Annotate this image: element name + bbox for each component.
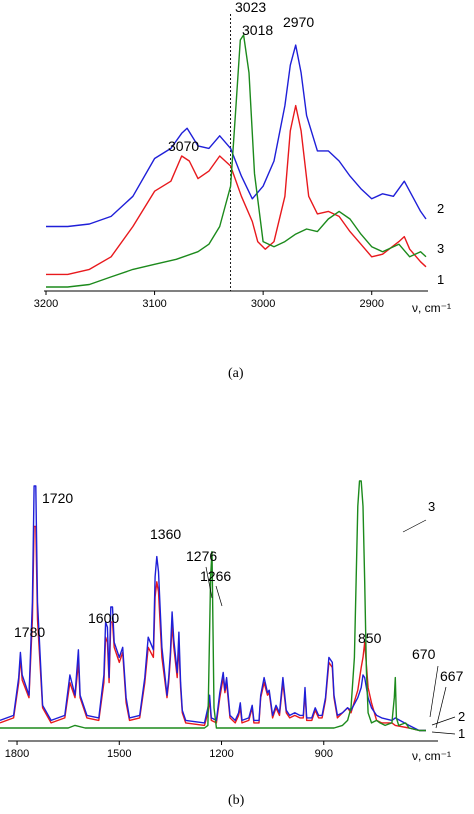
chart-panel-a: 3200 3100 3000 2900 3023 3070 3018 2970 2 3…: [34, 0, 451, 381]
panel-b-peak-label-1780: 1780: [14, 624, 45, 640]
panel-a-ref-label: 3023: [235, 0, 266, 15]
panel-a-ticks: 3200 3100 3000 2900: [34, 291, 384, 310]
panel-b-ticks: 1800 1500 1200 900: [5, 741, 333, 760]
panel-b-peak-label-1276: 1276: [186, 548, 217, 564]
panel-a-series: [46, 34, 427, 288]
panel-b-leader-670: [429, 665, 439, 718]
panel-a-peak-label-2970: 2970: [283, 14, 314, 30]
panel-b-peak-label-1360: 1360: [150, 526, 181, 542]
chart-panel-b: 1800 1500 1200 900 1780 1720 1600 1360 1276…: [0, 480, 465, 808]
panel-b-peak-label-1266: 1266: [200, 568, 231, 584]
panel-a-peak-label-3070: 3070: [168, 138, 199, 154]
x-tick-label-3200: 3200: [34, 298, 58, 310]
panel-b-leader-3: [402, 519, 427, 533]
panel-b-peak-label-1600: 1600: [88, 610, 119, 626]
panel-a-curve-label-2: 2: [437, 201, 444, 216]
panel-a-curve-label-3: 3: [437, 241, 444, 256]
panel-b-curve-label-2: 2: [458, 709, 465, 724]
panel-b-peak-label-850: 850: [358, 630, 382, 646]
x-tick-label-900: 900: [315, 748, 333, 760]
panel-b-curve-label-1: 1: [458, 726, 465, 741]
panel-b-x-axis-label: ν, cm⁻¹: [412, 749, 451, 763]
x-tick-label-2900: 2900: [359, 298, 383, 310]
panel-b-peak-label-670: 670: [412, 646, 436, 662]
x-tick-label-1200: 1200: [209, 748, 233, 760]
series-line-2: [0, 485, 426, 732]
x-tick-label-1800: 1800: [5, 748, 29, 760]
panel-b-leader-1266: [215, 585, 223, 607]
panel-a-panel-label: (a): [228, 366, 244, 381]
panel-b-leader-667: [435, 686, 447, 729]
panel-b-leader-1: [431, 731, 456, 735]
x-tick-label-1500: 1500: [107, 748, 131, 760]
panel-b-peak-label-667: 667: [440, 668, 464, 684]
panel-a-curve-label-1: 1: [437, 272, 444, 287]
panel-b-leader-2: [431, 716, 456, 726]
series-line-3: [0, 480, 426, 732]
panel-a-peak-label-3018: 3018: [242, 22, 273, 38]
panel-b-leader-1276: [205, 566, 213, 599]
series-line-2: [46, 44, 427, 228]
panel-b-panel-label: (b): [228, 793, 245, 808]
panel-b-series: [0, 480, 426, 732]
series-line-1: [46, 104, 427, 276]
panel-b-peak-label-1720: 1720: [42, 490, 73, 506]
x-tick-label-3000: 3000: [251, 298, 275, 310]
panel-a-x-axis-label: ν, cm⁻¹: [412, 301, 451, 315]
panel-b-curve-label-3: 3: [428, 499, 435, 514]
series-line-3: [46, 34, 427, 288]
x-tick-label-3100: 3100: [142, 298, 166, 310]
